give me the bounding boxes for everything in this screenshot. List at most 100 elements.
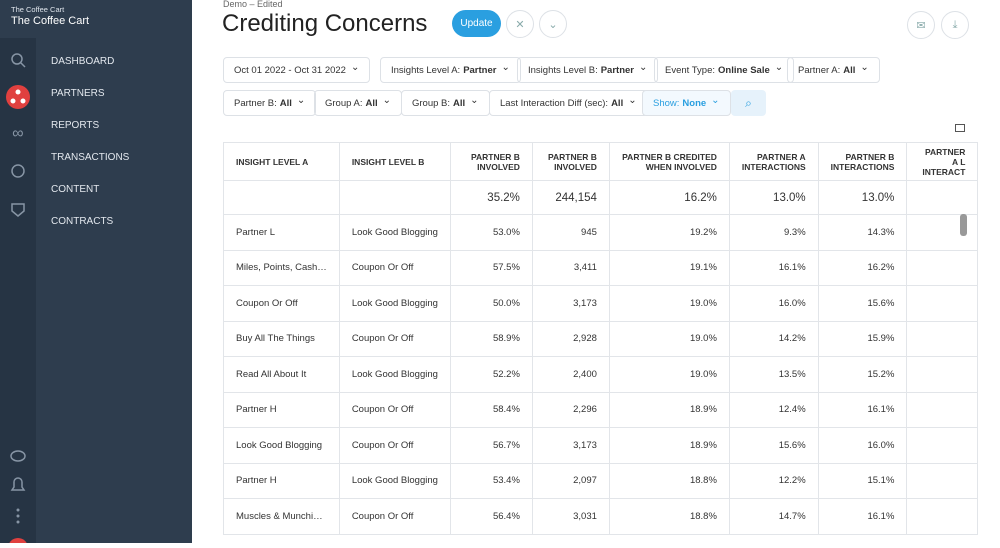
svg-text:∞: ∞ [12, 125, 23, 142]
column-header[interactable]: PARTNER A INTERACTIONS [728, 142, 819, 181]
table-cell-blank [906, 320, 979, 357]
download-button[interactable]: ⤓ [941, 11, 969, 39]
table-cell: 50.0% [449, 285, 533, 322]
table-cell: Read All About It [223, 356, 340, 393]
main: Demo – Edited Crediting Concerns Update … [192, 0, 1000, 543]
table-cell: Coupon Or Off [338, 427, 451, 464]
search-button[interactable]: ⌕ [731, 90, 766, 116]
table-cell-blank [906, 462, 979, 499]
table-cell: 3,411 [531, 249, 610, 286]
more-button[interactable]: ⌄ [539, 10, 567, 38]
page-title: Crediting Concerns [222, 10, 428, 37]
summary-cell: 35.2% [449, 180, 533, 215]
table-cell: Look Good Blogging [338, 214, 451, 251]
table-cell: 14.7% [728, 498, 819, 535]
table-cell: 15.6% [728, 427, 819, 464]
table-cell-blank [906, 214, 979, 251]
filter-dropdown[interactable]: Event Type: Online Sale [654, 57, 795, 83]
column-header[interactable]: INSIGHT LEVEL B [338, 142, 451, 181]
table-cell: 16.2% [817, 249, 908, 286]
filter-label: Event Type: [665, 64, 715, 76]
table-cell: Coupon Or Off [338, 391, 451, 428]
table-cell: 53.4% [449, 462, 533, 499]
nav-item[interactable]: REPORTS [51, 120, 100, 131]
filter-dropdown[interactable]: Insights Level B: Partner [517, 57, 659, 83]
org-name[interactable]: The Coffee Cart [11, 15, 90, 27]
summary-cell: 13.0% [817, 180, 908, 215]
table-cell: Muscles & Munchi… [223, 498, 340, 535]
table-cell: 16.1% [817, 498, 908, 535]
table-cell: Look Good Blogging [338, 356, 451, 393]
summary-row: 35.2% 244,154 16.2% 13.0% 13.0% [223, 180, 979, 215]
scrollbar[interactable] [960, 214, 967, 236]
table-cell: 16.0% [817, 427, 908, 464]
table-cell: 56.7% [449, 427, 533, 464]
table-row[interactable]: Muscles & Munchi… Coupon Or Off 56.4% 3,031… [223, 498, 979, 535]
column-header[interactable]: PARTNER B INVOLVED [449, 142, 533, 181]
filter-value: None [682, 97, 707, 109]
table-row[interactable]: Buy All The Things Coupon Or Off 58.9% 2,92… [223, 320, 979, 357]
table-cell: 15.9% [817, 320, 908, 357]
header-row: INSIGHT LEVEL A INSIGHT LEVEL B PARTNER B … [223, 142, 979, 181]
table-row[interactable]: Partner L Look Good Blogging 53.0% 945 19.2%… [223, 214, 979, 251]
table-cell: 19.0% [608, 356, 730, 393]
column-header[interactable]: PARTNER B INTERACTIONS [817, 142, 908, 181]
table-cell: 52.2% [449, 356, 533, 393]
table-row[interactable]: Partner H Coupon Or Off 58.4% 2,296 18.9% 12.… [223, 391, 979, 428]
table-cell: 18.9% [608, 427, 730, 464]
table-cell: 15.1% [817, 462, 908, 499]
column-header[interactable]: PARTNER A L INTERACT [906, 142, 979, 181]
nav-item[interactable]: CONTRACTS [51, 216, 114, 227]
rail-icons: ∞ [6, 53, 30, 548]
filter-dropdown[interactable]: Partner B: All [223, 90, 317, 116]
filter-value: All [611, 97, 624, 109]
filter-value: All [453, 97, 466, 109]
filter-dropdown[interactable]: Insights Level A: Partner [380, 57, 521, 83]
table-cell: 58.4% [449, 391, 533, 428]
filter-value: Partner [600, 64, 634, 76]
update-button[interactable]: Update [452, 10, 501, 37]
breadcrumb: Demo – Edited [223, 0, 283, 9]
filter-dropdown[interactable]: Show: None [642, 90, 731, 116]
nav-item[interactable]: DASHBOARD [51, 56, 115, 67]
table-cell-blank [906, 391, 979, 428]
filter-label: Group B: [412, 97, 451, 109]
email-button[interactable]: ✉ [907, 11, 935, 39]
table-row[interactable]: Partner H Look Good Blogging 53.4% 2,097 18.… [223, 462, 979, 499]
table-cell: Coupon Or Off [338, 498, 451, 535]
filter-dropdown[interactable]: Group A: All [314, 90, 403, 116]
table-cell: 2,400 [531, 356, 610, 393]
nav-item[interactable]: CONTENT [51, 184, 100, 195]
date-filter[interactable]: Oct 01 2022 - Oct 31 2022 [223, 57, 371, 83]
table-cell: Coupon Or Off [338, 320, 451, 357]
nav-item[interactable]: PARTNERS [51, 88, 105, 99]
filter-value: Online Sale [718, 64, 770, 76]
table-cell: 3,031 [531, 498, 610, 535]
data-table: INSIGHT LEVEL A INSIGHT LEVEL B PARTNER B … [223, 142, 979, 535]
column-header[interactable]: PARTNER B INVOLVED [531, 142, 610, 181]
nav-item[interactable]: TRANSACTIONS [51, 152, 130, 163]
filter-label: Show: [653, 97, 680, 109]
table-cell: 58.9% [449, 320, 533, 357]
table-row[interactable]: Read All About It Look Good Blogging 52.2%… [223, 356, 979, 393]
filter-dropdown[interactable]: Last Interaction Diff (sec): All [489, 90, 648, 116]
table-cell: Buy All The Things [223, 320, 340, 357]
summary-cell: 13.0% [728, 180, 819, 215]
icon-rail: ∞ [0, 38, 36, 548]
table-cell: 18.9% [608, 391, 730, 428]
table-row[interactable]: Look Good Blogging Coupon Or Off 56.7% 3,17… [223, 427, 979, 464]
table-row[interactable]: Coupon Or Off Look Good Blogging 50.0% 3,17… [223, 285, 979, 322]
column-header[interactable]: INSIGHT LEVEL A [223, 142, 340, 181]
filter-dropdown[interactable]: Group B: All [401, 90, 490, 116]
org-small: The Coffee Cart [11, 5, 65, 14]
column-header[interactable]: PARTNER B CREDITED WHEN INVOLVED [608, 142, 730, 181]
table-cell: 16.1% [817, 391, 908, 428]
table-row[interactable]: Miles, Points, Cash… Coupon Or Off 57.5% 3,… [223, 249, 979, 286]
table-cell-blank [906, 498, 979, 535]
table-cell: 16.0% [728, 285, 819, 322]
table-cell: 18.8% [608, 498, 730, 535]
close-button[interactable]: ✕ [506, 10, 534, 38]
columns-toggle[interactable] [955, 124, 965, 132]
filter-dropdown[interactable]: Partner A: All [787, 57, 880, 83]
table-cell: 3,173 [531, 427, 610, 464]
